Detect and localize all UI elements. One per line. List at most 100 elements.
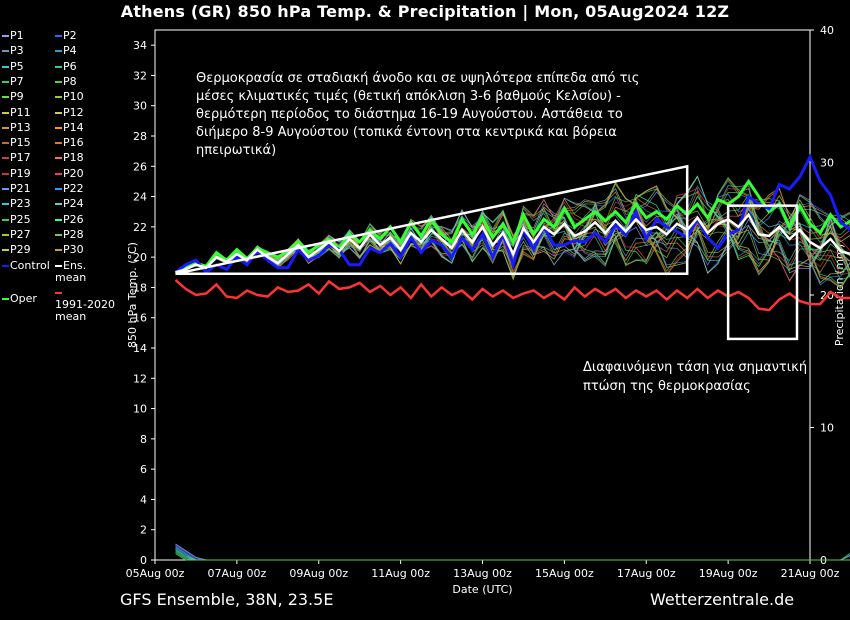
legend-swatch xyxy=(55,65,62,68)
y-tick-label: 2 xyxy=(140,524,147,537)
legend-label: P26 xyxy=(63,212,84,226)
legend-label: P4 xyxy=(63,44,77,58)
legend-item: P27 xyxy=(2,228,31,241)
legend-swatch xyxy=(55,142,62,145)
legend-swatch xyxy=(2,157,9,160)
chart-title: Athens (GR) 850 hPa Temp. & Precipitatio… xyxy=(120,2,730,21)
legend-label: Oper xyxy=(10,292,37,306)
legend-item: P24 xyxy=(55,198,84,210)
x-tick-label: 15Aug 00z xyxy=(535,567,594,580)
legend-label: P3 xyxy=(10,44,24,58)
precip-member-line xyxy=(175,552,850,561)
legend-swatch xyxy=(55,96,62,99)
footer-site-label: Wetterzentrale.de xyxy=(650,590,795,609)
legend-label: P20 xyxy=(63,166,84,180)
legend-label: P22 xyxy=(63,182,84,195)
y-axis-label: 850 hPa Temp. (°C) xyxy=(126,242,139,348)
legend-swatch xyxy=(55,264,62,267)
legend-item: 1991-2020 mean xyxy=(55,287,120,323)
legend-item: P22 xyxy=(55,183,84,195)
precip-member-line xyxy=(175,548,850,561)
precip-member-line xyxy=(175,546,850,561)
legend-item: P5 xyxy=(2,60,24,73)
legend-label: P17 xyxy=(10,151,31,165)
legend-swatch xyxy=(2,264,9,267)
legend-swatch xyxy=(2,188,9,190)
legend-label: P24 xyxy=(63,197,84,211)
legend-item: P25 xyxy=(2,213,31,226)
y2-tick-label: 10 xyxy=(820,422,834,435)
legend-item: P1 xyxy=(2,30,24,42)
legend-swatch xyxy=(2,298,9,301)
footer-model-label: GFS Ensemble, 38N, 23.5E xyxy=(120,590,334,609)
legend-label: P6 xyxy=(63,59,77,73)
y2-tick-label: 40 xyxy=(820,24,834,37)
annotation-bottom: Διαφαινόμενη τάση για σημαντική πτώση τη… xyxy=(583,360,808,394)
precip-member-line xyxy=(175,543,850,561)
legend-label: P11 xyxy=(10,105,31,119)
legend-label: P18 xyxy=(63,151,84,165)
legend-label: P19 xyxy=(10,166,31,180)
y-tick-label: 18 xyxy=(133,281,147,294)
legend-item: P12 xyxy=(55,106,84,119)
legend-label: P16 xyxy=(63,136,84,150)
legend-swatch xyxy=(55,203,62,206)
legend-label: P2 xyxy=(63,29,77,42)
legend-label: P13 xyxy=(10,120,31,134)
legend-label: Ens. mean xyxy=(55,258,87,284)
legend-swatch xyxy=(2,218,9,221)
legend-item: P21 xyxy=(2,183,31,195)
x-tick-label: 17Aug 00z xyxy=(617,567,676,580)
legend-swatch xyxy=(55,126,62,129)
series-line-oper xyxy=(174,178,850,274)
legend-swatch xyxy=(55,35,62,37)
legend-label: P15 xyxy=(10,136,31,150)
y-tick-label: 6 xyxy=(140,463,147,476)
legend-item: P30 xyxy=(55,244,84,256)
x-tick-label: 11Aug 00z xyxy=(371,567,430,580)
y-tick-label: 34 xyxy=(133,39,147,52)
precip-member-line xyxy=(175,547,850,561)
legend-label: Control xyxy=(10,258,50,272)
y-tick-label: 0 xyxy=(140,554,147,567)
legend-label: P23 xyxy=(10,197,31,211)
legend-label: P29 xyxy=(10,243,31,257)
legend-swatch xyxy=(2,80,9,83)
legend-item: P10 xyxy=(55,91,84,103)
precip-member-line xyxy=(175,550,850,561)
legend-swatch xyxy=(2,233,9,236)
y-tick-label: 12 xyxy=(133,372,147,385)
series-line-control xyxy=(174,153,850,275)
legend-swatch xyxy=(55,172,62,175)
legend-swatch xyxy=(55,292,62,295)
legend-swatch xyxy=(2,142,9,145)
precip-member-line xyxy=(175,551,850,561)
series-line-ens-mean xyxy=(175,212,850,274)
legend-swatch xyxy=(2,50,9,53)
legend-swatch xyxy=(55,80,62,83)
legend-item: P29 xyxy=(2,244,31,256)
x-tick-label: 21Aug 00z xyxy=(781,567,840,580)
legend-label: 1991-2020 mean xyxy=(55,298,115,324)
legend-item: P7 xyxy=(2,75,24,88)
x-tick-label: 13Aug 00z xyxy=(453,567,512,580)
legend-swatch xyxy=(2,249,9,252)
y-tick-label: 8 xyxy=(140,433,147,446)
legend-swatch xyxy=(55,233,62,236)
legend-label: P14 xyxy=(63,120,84,134)
legend-swatch xyxy=(2,126,9,129)
y-tick-label: 32 xyxy=(133,69,147,82)
legend-swatch xyxy=(2,111,9,114)
legend-label: P9 xyxy=(10,90,24,104)
legend-item: P14 xyxy=(55,120,84,134)
legend-item: P9 xyxy=(2,91,24,103)
legend-item: P3 xyxy=(2,45,24,57)
legend-item: P28 xyxy=(55,228,84,241)
y-tick-label: 24 xyxy=(133,191,147,204)
annotation-cooling-box xyxy=(726,204,799,341)
legend-swatch xyxy=(2,172,9,175)
y-tick-label: 10 xyxy=(133,403,147,416)
y2-tick-label: 30 xyxy=(820,157,834,170)
precip-member-line xyxy=(175,544,850,561)
legend-swatch xyxy=(55,50,62,53)
